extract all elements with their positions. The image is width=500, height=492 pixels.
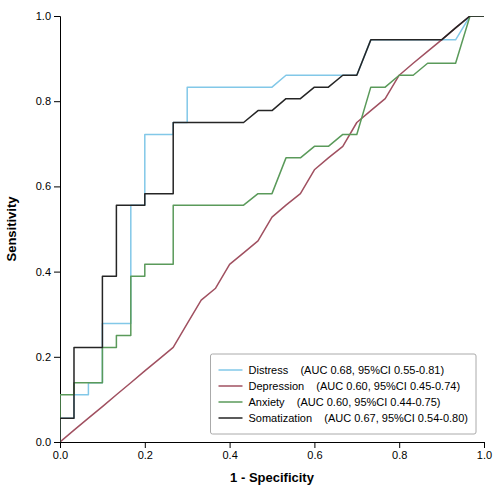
legend: Distress (AUC 0.68, 95%CI 0.55-0.81) Depr…: [211, 354, 477, 434]
tick-mark: [54, 101, 60, 102]
series-line: [60, 16, 484, 442]
tick-label: 0.4: [222, 449, 237, 461]
tick-label: 1.0: [477, 449, 492, 461]
x-axis: 0.0 0.2 0.4 0.6 0.8 1.0: [53, 442, 492, 461]
tick: 0.4: [222, 442, 237, 461]
legend-label: Anxiety (AUC 0.60, 95%CI 0.44-0.75): [249, 396, 441, 408]
axis-line: [54, 17, 61, 443]
legend-label: Depression (AUC 0.60, 95%CI 0.45-0.74): [249, 380, 461, 392]
legend-swatch: [219, 417, 243, 419]
tick: 0.2: [36, 351, 60, 363]
tick: 0.6: [36, 180, 60, 192]
tick: 0.4: [36, 266, 60, 278]
legend-label: Somatization (AUC 0.67, 95%CI 0.54-0.80): [249, 412, 469, 424]
tick-label: 0.6: [36, 180, 51, 192]
y-axis-title: Sensitivity: [4, 196, 19, 262]
tick-label: 0.4: [36, 266, 51, 278]
series-line: [60, 16, 484, 442]
tick-label: 0.8: [36, 95, 51, 107]
series-line: [60, 16, 484, 442]
tick: 0.8: [392, 442, 407, 461]
legend-swatch: [219, 369, 243, 371]
legend-label: Distress (AUC 0.68, 95%CI 0.55-0.81): [249, 364, 445, 376]
chart: 0.0 0.2 0.4 0.6 0.8 1.0 0.0 0.2 0.4 0.6 0.8 1.0 1 - …: [0, 0, 500, 492]
tick: 0.0: [36, 436, 60, 448]
tick: 1.0: [477, 442, 492, 461]
axis-line: [61, 443, 485, 449]
tick-label: 0.0: [36, 436, 51, 448]
legend-swatch: [219, 401, 243, 403]
tick-mark: [399, 442, 400, 448]
y-axis: 0.0 0.2 0.4 0.6 0.8 1.0: [36, 10, 61, 448]
plot-area: [60, 16, 484, 442]
tick: 1.0: [36, 10, 60, 22]
tick-label: 0.2: [36, 351, 51, 363]
tick-mark: [484, 442, 485, 448]
tick-label: 0.0: [53, 449, 68, 461]
tick-mark: [230, 442, 231, 448]
tick-mark: [54, 357, 60, 358]
tick-label: 0.6: [307, 449, 322, 461]
tick: 0.0: [53, 442, 68, 461]
x-axis-title: 1 - Specificity: [230, 470, 315, 485]
tick-mark: [145, 442, 146, 448]
tick: 0.2: [138, 442, 153, 461]
tick: 0.6: [307, 442, 322, 461]
tick-label: 0.8: [392, 449, 407, 461]
tick-label: 0.2: [138, 449, 153, 461]
series-line: [60, 16, 484, 442]
legend-swatch: [219, 385, 243, 387]
tick-mark: [54, 186, 60, 187]
tick: 0.8: [36, 95, 60, 107]
legend-box: [211, 354, 477, 434]
tick-mark: [54, 272, 60, 273]
tick-label: 1.0: [36, 10, 51, 22]
tick-mark: [54, 442, 60, 443]
tick-mark: [54, 16, 60, 17]
tick-mark: [314, 442, 315, 448]
